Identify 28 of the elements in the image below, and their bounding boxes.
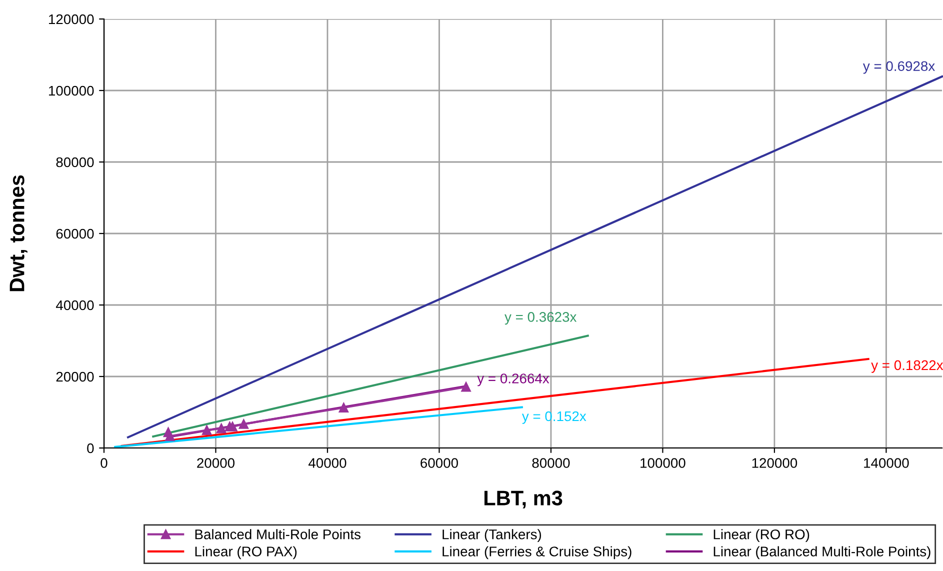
annotation: y = 0.6928x [862,61,935,74]
x-tick-label: 60000 [420,458,458,468]
legend-label: Linear (Ferries & Cruise Ships) [442,546,632,560]
y-tick-label: 40000 [56,300,94,310]
y-tick-label: 80000 [56,157,94,168]
x-tick-label: 100000 [640,458,686,468]
annotation: y = 0.1822x [871,360,943,373]
x-tick-label: 20000 [197,458,235,468]
legend-label: Balanced Multi-Role Points [195,529,360,540]
x-tick-label: 40000 [308,458,346,468]
annotation: y = 0.152x [522,411,586,424]
y-axis-title: Dwt, tonnes [10,175,28,292]
y-tick-label: 0 [87,443,94,454]
x-tick-label: 0 [100,458,108,468]
y-tick-label: 100000 [48,86,94,96]
x-tick-label: 80000 [532,458,570,468]
x-axis-title: LBT, m3 [484,490,562,508]
x-tick-label: 120000 [752,458,798,468]
x-tick-label: 140000 [864,458,909,468]
legend-label: Linear (RO PAX) [195,546,297,560]
legend-label: Linear (Balanced Multi-Role Points) [714,546,930,560]
y-tick-label: 20000 [56,372,94,382]
legend-label: Linear (RO RO) [714,529,810,542]
y-tick-label: 120000 [48,14,94,24]
annotation: y = 0.3623x [504,312,577,325]
annotation: y = 0.2664x [477,374,550,386]
y-tick-label: 60000 [56,228,94,239]
legend-label: Linear (Tankers) [442,529,542,542]
